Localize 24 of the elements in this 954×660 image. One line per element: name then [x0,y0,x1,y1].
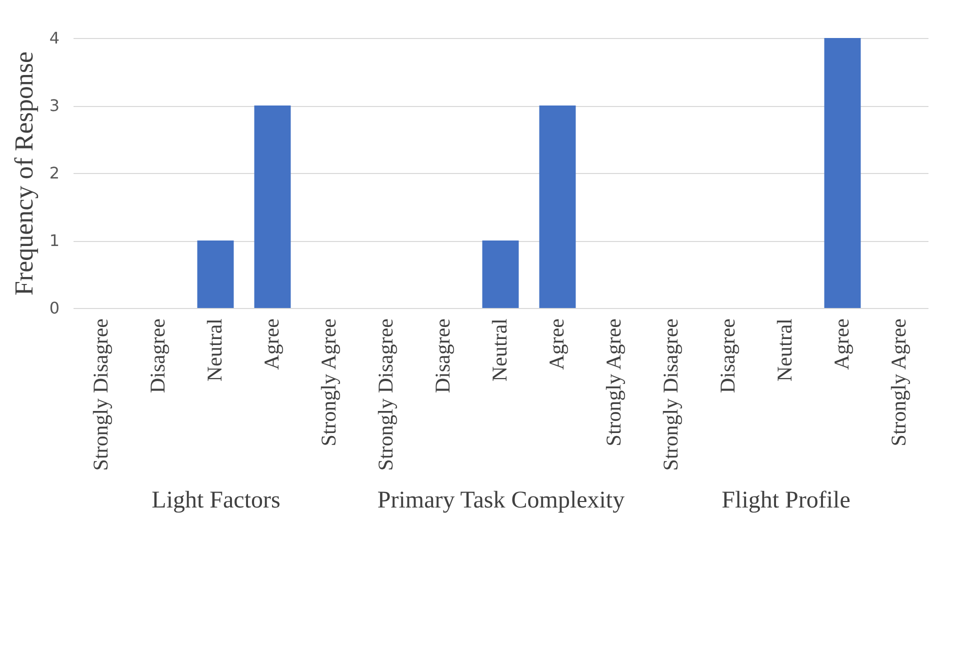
y-tick-label: 0 [49,298,60,318]
x-tick-label: Disagree [430,318,454,394]
y-tick-label: 4 [49,28,60,48]
y-axis-title: Frequency of Response [9,51,38,296]
y-tick-label: 2 [49,164,60,182]
x-axis-title: Light Factors [152,488,280,514]
x-tick-label: Disagree [716,318,740,394]
x-tick-label: Strongly Disagree [88,318,112,471]
x-tick-label: Strongly Disagree [658,318,682,471]
y-tick-label: 1 [49,231,60,250]
x-axis-title: Flight Profile [722,488,850,514]
x-tick-label: Neutral [202,318,226,382]
x-tick-label: Strongly Agree [316,318,340,446]
x-tick-label: Agree [544,318,568,370]
x-tick-label: Neutral [772,318,796,382]
x-tick-label: Strongly Disagree [374,318,398,471]
x-tick-label: Strongly Agree [886,318,910,446]
x-axis-title: Primary Task Complexity [377,488,625,514]
x-tick-label: Agree [830,318,854,370]
y-tick-label: 3 [49,96,60,115]
x-tick-label: Disagree [146,318,170,394]
x-tick-label: Agree [260,318,284,370]
x-tick-label: Strongly Agree [602,318,626,446]
x-tick-label: Neutral [488,318,512,382]
